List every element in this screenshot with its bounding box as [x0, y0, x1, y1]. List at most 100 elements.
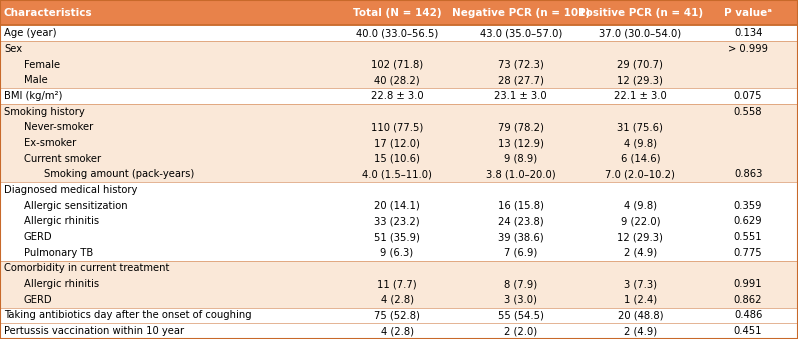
Text: Sex: Sex	[4, 44, 22, 54]
Text: 23.1 ± 3.0: 23.1 ± 3.0	[495, 91, 547, 101]
Text: 0.775: 0.775	[734, 248, 762, 258]
FancyBboxPatch shape	[0, 229, 798, 245]
FancyBboxPatch shape	[0, 198, 798, 214]
Text: Allergic rhinitis: Allergic rhinitis	[24, 279, 99, 289]
Text: 55 (54.5): 55 (54.5)	[498, 311, 543, 320]
Text: 0.359: 0.359	[734, 201, 762, 211]
Text: 16 (15.8): 16 (15.8)	[498, 201, 543, 211]
Text: 13 (12.9): 13 (12.9)	[498, 138, 543, 148]
Text: 0.629: 0.629	[734, 216, 762, 226]
Text: Characteristics: Characteristics	[4, 8, 93, 18]
Text: Age (year): Age (year)	[4, 28, 57, 38]
Text: Current smoker: Current smoker	[24, 154, 101, 164]
Text: Total (N = 142): Total (N = 142)	[353, 8, 441, 18]
FancyBboxPatch shape	[0, 166, 798, 182]
Text: 12 (29.3): 12 (29.3)	[618, 75, 663, 85]
Text: 24 (23.8): 24 (23.8)	[498, 216, 543, 226]
Text: 4 (9.8): 4 (9.8)	[624, 138, 657, 148]
Text: 0.991: 0.991	[734, 279, 762, 289]
Text: Female: Female	[24, 60, 60, 69]
Text: Never-smoker: Never-smoker	[24, 122, 93, 132]
Text: 0.862: 0.862	[734, 295, 762, 305]
FancyBboxPatch shape	[0, 245, 798, 261]
FancyBboxPatch shape	[0, 182, 798, 198]
FancyBboxPatch shape	[0, 308, 798, 323]
Text: 0.558: 0.558	[734, 107, 762, 117]
Text: 29 (70.7): 29 (70.7)	[618, 60, 663, 69]
Text: 9 (8.9): 9 (8.9)	[504, 154, 537, 164]
Text: 1 (2.4): 1 (2.4)	[624, 295, 657, 305]
Text: 3 (3.0): 3 (3.0)	[504, 295, 537, 305]
Text: GERD: GERD	[24, 232, 53, 242]
Text: 102 (71.8): 102 (71.8)	[371, 60, 423, 69]
Text: 0.075: 0.075	[734, 91, 762, 101]
FancyBboxPatch shape	[0, 73, 798, 88]
Text: Smoking history: Smoking history	[4, 107, 85, 117]
Text: 22.1 ± 3.0: 22.1 ± 3.0	[614, 91, 667, 101]
Text: 40.0 (33.0–56.5): 40.0 (33.0–56.5)	[356, 28, 438, 38]
Text: 33 (23.2): 33 (23.2)	[374, 216, 420, 226]
Text: 75 (52.8): 75 (52.8)	[374, 311, 420, 320]
FancyBboxPatch shape	[0, 25, 798, 41]
FancyBboxPatch shape	[0, 292, 798, 308]
Text: 40 (28.2): 40 (28.2)	[374, 75, 420, 85]
Text: 43.0 (35.0–57.0): 43.0 (35.0–57.0)	[480, 28, 562, 38]
FancyBboxPatch shape	[0, 214, 798, 229]
Text: 51 (35.9): 51 (35.9)	[374, 232, 420, 242]
FancyBboxPatch shape	[0, 119, 798, 135]
Text: Taking antibiotics day after the onset of coughing: Taking antibiotics day after the onset o…	[4, 311, 251, 320]
Text: 0.486: 0.486	[734, 311, 762, 320]
FancyBboxPatch shape	[0, 151, 798, 166]
Text: 2 (4.9): 2 (4.9)	[624, 326, 657, 336]
Text: 3.8 (1.0–20.0): 3.8 (1.0–20.0)	[486, 170, 555, 179]
Text: 0.863: 0.863	[734, 170, 762, 179]
FancyBboxPatch shape	[0, 261, 798, 276]
Text: 39 (38.6): 39 (38.6)	[498, 232, 543, 242]
Text: 28 (27.7): 28 (27.7)	[498, 75, 543, 85]
Text: 22.8 ± 3.0: 22.8 ± 3.0	[371, 91, 423, 101]
Text: 37.0 (30.0–54.0): 37.0 (30.0–54.0)	[599, 28, 681, 38]
Text: Negative PCR (n = 101): Negative PCR (n = 101)	[452, 8, 590, 18]
Text: 73 (72.3): 73 (72.3)	[498, 60, 543, 69]
Text: 7.0 (2.0–10.2): 7.0 (2.0–10.2)	[606, 170, 675, 179]
Text: 17 (12.0): 17 (12.0)	[374, 138, 420, 148]
Text: 0.134: 0.134	[734, 28, 762, 38]
Text: 8 (7.9): 8 (7.9)	[504, 279, 537, 289]
Text: Positive PCR (n = 41): Positive PCR (n = 41)	[578, 8, 703, 18]
FancyBboxPatch shape	[0, 135, 798, 151]
Text: 0.551: 0.551	[734, 232, 762, 242]
Text: 4 (2.8): 4 (2.8)	[381, 295, 413, 305]
FancyBboxPatch shape	[0, 0, 798, 25]
Text: Ex-smoker: Ex-smoker	[24, 138, 76, 148]
Text: Male: Male	[24, 75, 48, 85]
Text: 4 (9.8): 4 (9.8)	[624, 201, 657, 211]
Text: GERD: GERD	[24, 295, 53, 305]
Text: Allergic rhinitis: Allergic rhinitis	[24, 216, 99, 226]
Text: > 0.999: > 0.999	[728, 44, 768, 54]
FancyBboxPatch shape	[0, 104, 798, 119]
Text: 4.0 (1.5–11.0): 4.0 (1.5–11.0)	[362, 170, 432, 179]
Text: 20 (48.8): 20 (48.8)	[618, 311, 663, 320]
Text: 11 (7.7): 11 (7.7)	[377, 279, 417, 289]
Text: 2 (2.0): 2 (2.0)	[504, 326, 537, 336]
Text: P valueᵃ: P valueᵃ	[724, 8, 772, 18]
Text: Diagnosed medical history: Diagnosed medical history	[4, 185, 137, 195]
Text: 2 (4.9): 2 (4.9)	[624, 248, 657, 258]
Text: Smoking amount (pack-years): Smoking amount (pack-years)	[44, 170, 194, 179]
Text: Comorbidity in current treatment: Comorbidity in current treatment	[4, 263, 169, 274]
Text: 4 (2.8): 4 (2.8)	[381, 326, 413, 336]
Text: 6 (14.6): 6 (14.6)	[621, 154, 660, 164]
Text: 79 (78.2): 79 (78.2)	[498, 122, 543, 132]
FancyBboxPatch shape	[0, 276, 798, 292]
Text: 7 (6.9): 7 (6.9)	[504, 248, 537, 258]
Text: 31 (75.6): 31 (75.6)	[618, 122, 663, 132]
FancyBboxPatch shape	[0, 323, 798, 339]
FancyBboxPatch shape	[0, 41, 798, 57]
Text: Allergic sensitization: Allergic sensitization	[24, 201, 128, 211]
Text: 15 (10.6): 15 (10.6)	[374, 154, 420, 164]
Text: BMI (kg/m²): BMI (kg/m²)	[4, 91, 62, 101]
FancyBboxPatch shape	[0, 88, 798, 104]
Text: 12 (29.3): 12 (29.3)	[618, 232, 663, 242]
Text: 9 (6.3): 9 (6.3)	[381, 248, 413, 258]
FancyBboxPatch shape	[0, 57, 798, 73]
